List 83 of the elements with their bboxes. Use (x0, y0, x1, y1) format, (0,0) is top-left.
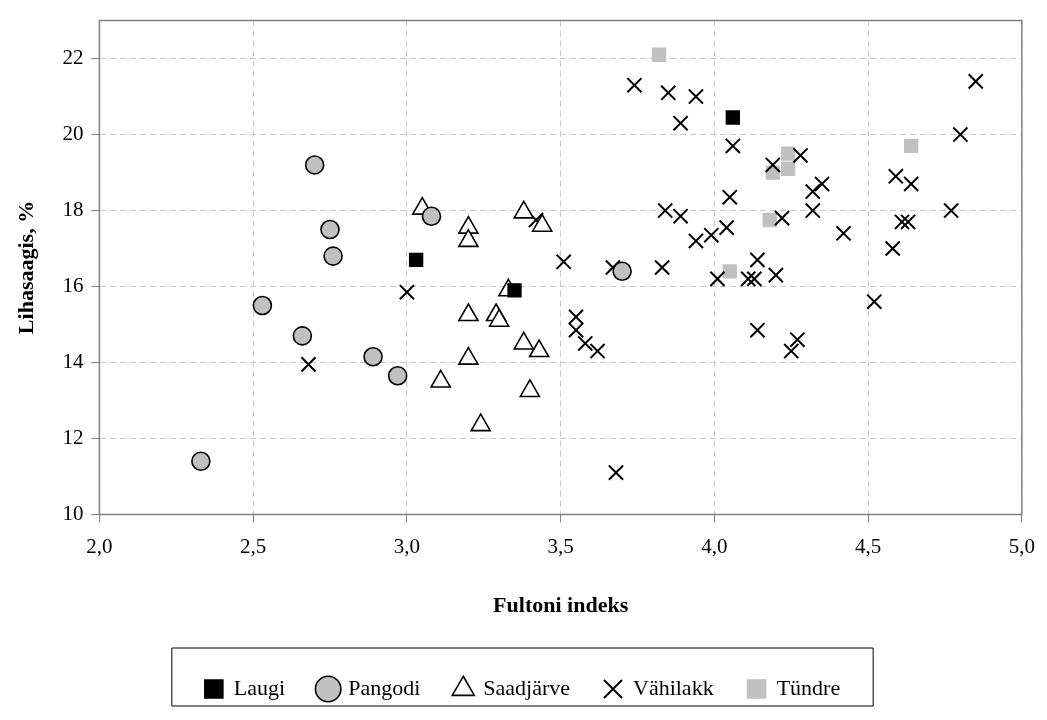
point (783, 343, 800, 360)
point (746, 270, 763, 287)
y-tick-label: 22 (62, 45, 84, 70)
x-tick-label: 3,0 (393, 533, 421, 558)
point (804, 183, 821, 200)
point (660, 84, 677, 101)
point (300, 356, 317, 373)
x-axis-title: Fultoni indeks (493, 592, 629, 618)
point (191, 451, 211, 472)
point (607, 464, 625, 481)
y-axis-title: Lihasaagis, % (12, 200, 38, 335)
legend-label: Laugi (233, 674, 286, 700)
point (555, 253, 572, 270)
point (709, 270, 726, 287)
point (398, 284, 415, 301)
point (363, 346, 383, 367)
point (887, 168, 904, 185)
point (654, 259, 671, 276)
point (781, 146, 796, 161)
point (672, 115, 689, 132)
point (687, 232, 705, 249)
point (722, 264, 737, 279)
point (657, 202, 674, 219)
point (721, 189, 738, 206)
point (764, 156, 781, 174)
point (767, 267, 784, 284)
point (773, 210, 791, 227)
y-tick-label: 10 (62, 500, 84, 525)
point (835, 225, 852, 242)
x-tick-label: 2,5 (240, 533, 267, 558)
point (718, 219, 735, 236)
point (804, 202, 821, 219)
y-tick-label: 12 (62, 424, 84, 449)
legend-label: Pangodi (348, 674, 421, 700)
point (687, 88, 705, 105)
point (967, 73, 984, 90)
point (589, 343, 606, 360)
legend-label: Vähilakk (632, 674, 714, 700)
point (781, 161, 796, 176)
point (893, 213, 911, 230)
point (952, 126, 969, 143)
point (749, 251, 766, 268)
point (304, 155, 325, 175)
point (252, 295, 273, 316)
point (577, 335, 594, 352)
point (292, 326, 313, 346)
x-tick-label: 3,5 (547, 533, 574, 558)
x-tick-label: 5,0 (1008, 533, 1035, 558)
point (903, 175, 920, 193)
x-tick-label: 4,0 (701, 533, 728, 558)
point (789, 331, 806, 348)
point (612, 261, 632, 282)
point (703, 227, 720, 244)
y-tick-label: 20 (62, 121, 84, 146)
point (323, 246, 343, 266)
point (672, 208, 689, 225)
y-tick-label: 14 (62, 348, 84, 373)
point (792, 147, 809, 164)
point (651, 47, 667, 62)
y-tick-label: 18 (62, 197, 84, 222)
legend-label: Tündre (776, 674, 841, 700)
point (943, 202, 960, 219)
point (813, 175, 831, 193)
point (724, 137, 741, 155)
point (900, 213, 917, 230)
y-tick-label: 16 (62, 273, 84, 298)
point (884, 240, 901, 257)
x-tick-label: 4,5 (855, 533, 882, 558)
point (626, 77, 643, 94)
point (408, 252, 424, 268)
point (866, 293, 883, 310)
point (740, 270, 757, 287)
point (320, 219, 340, 240)
point (749, 322, 766, 339)
x-tick-label: 2,0 (86, 533, 113, 558)
point (421, 206, 442, 227)
point (387, 365, 408, 386)
point (725, 110, 740, 125)
point (527, 211, 545, 229)
legend-label: Saadjärve (483, 674, 570, 700)
point (507, 283, 522, 298)
point (762, 212, 777, 228)
point (904, 138, 919, 154)
